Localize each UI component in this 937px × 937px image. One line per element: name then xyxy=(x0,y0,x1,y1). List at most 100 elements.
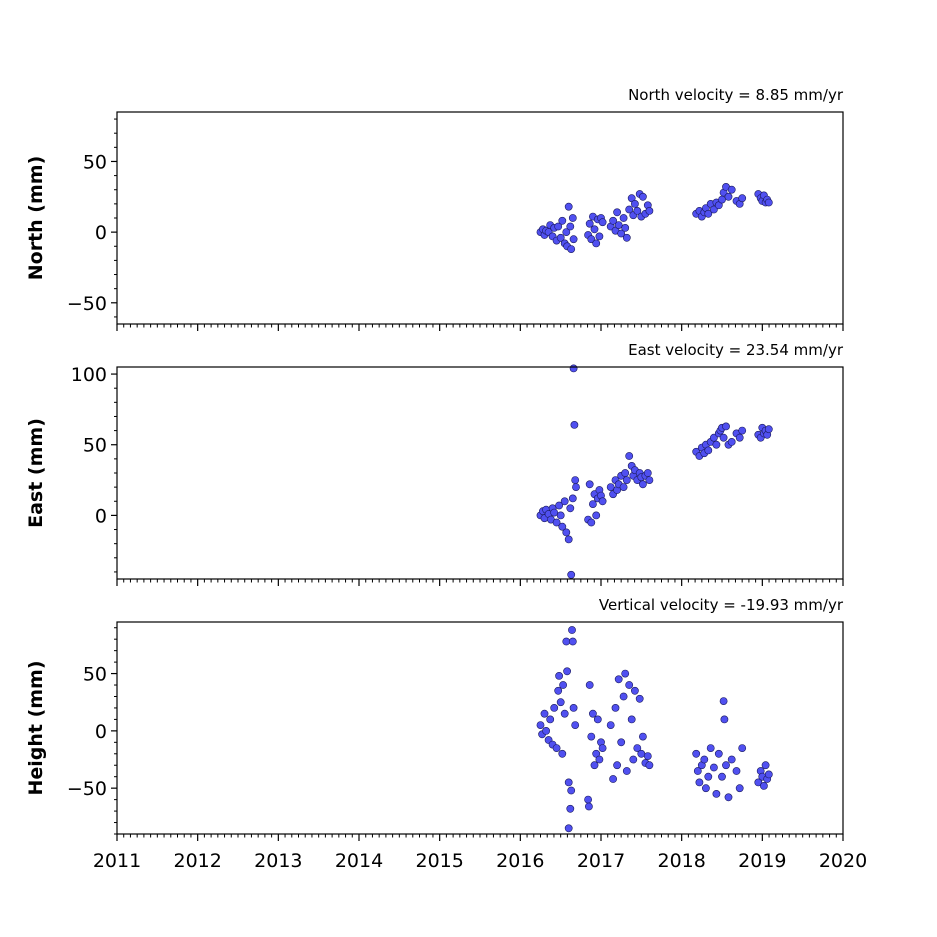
height-data-point xyxy=(645,761,654,770)
north-panel: North velocity = 8.85 mm/yr North (mm) 5… xyxy=(25,86,844,331)
height-data-point xyxy=(566,804,575,813)
xtick-label: 2017 xyxy=(577,850,625,872)
east-data-point xyxy=(606,483,615,491)
height-ylabel: Height (mm) xyxy=(25,660,47,795)
east-data-point xyxy=(556,511,565,520)
xtick-label: 2011 xyxy=(93,850,141,872)
east-data-point xyxy=(619,483,628,491)
xtick-label: 2014 xyxy=(335,850,383,872)
height-data-point xyxy=(700,755,709,764)
height-data-point xyxy=(627,715,636,724)
east-data-point xyxy=(587,518,596,527)
height-data-point xyxy=(629,755,638,764)
height-ytick-label: 0 xyxy=(95,721,107,743)
xtick-label: 2020 xyxy=(819,850,867,872)
height-data-point xyxy=(546,715,555,724)
east-data-point xyxy=(639,480,647,489)
east-data-point xyxy=(568,494,577,503)
north-data-point xyxy=(621,223,630,232)
north-data-point xyxy=(764,198,773,207)
height-data-point xyxy=(635,694,644,703)
east-panel: East velocity = 23.54 mm/yr East (mm) 10… xyxy=(25,341,844,586)
north-data-point xyxy=(566,222,575,231)
height-data-point xyxy=(562,637,571,646)
height-data-point xyxy=(710,763,718,772)
height-data-point xyxy=(563,667,571,676)
east-data-point xyxy=(719,433,728,442)
height-data-point xyxy=(761,761,770,770)
north-data-point xyxy=(587,235,596,244)
height-data-point xyxy=(692,749,701,758)
north-ytick-label: −50 xyxy=(67,293,107,315)
height-data-point xyxy=(718,772,726,781)
east-data-point xyxy=(569,364,578,373)
height-data-point xyxy=(564,824,573,833)
east-data-point xyxy=(572,483,580,491)
height-data-point xyxy=(606,721,615,729)
height-data-point xyxy=(727,755,736,764)
north-data-point xyxy=(556,233,565,242)
height-data-point xyxy=(760,782,768,790)
east-data-point xyxy=(585,480,594,489)
height-data-point xyxy=(554,686,563,695)
east-data-point xyxy=(570,420,579,429)
height-data-point xyxy=(732,767,741,775)
north-data-point xyxy=(617,229,626,238)
east-data-point xyxy=(704,446,713,455)
height-data-point xyxy=(555,672,563,680)
height-data-point xyxy=(621,669,630,678)
north-data-point xyxy=(567,245,576,253)
height-data-point xyxy=(706,744,715,752)
height-data-point xyxy=(567,786,576,795)
east-data-point xyxy=(710,433,718,442)
north-data-point xyxy=(585,219,594,228)
east-data-point xyxy=(555,501,563,510)
north-data-point xyxy=(625,205,634,214)
height-data-point xyxy=(540,709,549,718)
east-data-point xyxy=(558,522,567,531)
east-data-point xyxy=(764,425,773,434)
xtick-label: 2018 xyxy=(657,850,705,872)
east-data-point xyxy=(598,497,607,506)
east-data-point xyxy=(735,433,744,442)
height-data-point xyxy=(611,704,620,712)
east-data-point xyxy=(567,570,576,579)
east-data-point xyxy=(566,504,575,513)
north-data-point xyxy=(724,192,733,201)
height-data-point xyxy=(552,744,561,752)
north-data-point xyxy=(613,208,621,217)
north-ylabel: North (mm) xyxy=(25,156,47,281)
vertical-velocity-title: Vertical velocity = -19.93 mm/yr xyxy=(599,596,844,614)
east-data-point xyxy=(727,437,736,446)
xtick-label: 2019 xyxy=(738,850,786,872)
east-data-point xyxy=(560,497,569,506)
height-ytick-label: −50 xyxy=(67,778,107,800)
east-data-point xyxy=(622,476,631,484)
north-data-point xyxy=(718,195,726,204)
height-data-point xyxy=(704,772,713,781)
north-data-point xyxy=(631,199,639,208)
north-plot-frame xyxy=(116,111,844,325)
north-data-point xyxy=(590,225,599,234)
north-data-point xyxy=(639,192,647,201)
east-ytick-label: 100 xyxy=(71,364,107,386)
east-data-point xyxy=(550,508,559,517)
east-data-point xyxy=(592,511,601,520)
height-data-point xyxy=(593,715,602,724)
height-data-point xyxy=(617,738,626,747)
height-data-point xyxy=(738,744,747,752)
east-data-point xyxy=(645,476,654,484)
height-data-point xyxy=(625,681,634,689)
east-plot-frame xyxy=(116,366,844,580)
height-data-point xyxy=(631,686,639,695)
height-data-point xyxy=(587,732,596,741)
height-data-point xyxy=(695,778,704,787)
east-data-point xyxy=(562,528,571,537)
north-data-point xyxy=(562,228,571,236)
north-data-point xyxy=(558,216,567,225)
east-data-point xyxy=(625,452,634,460)
height-ytick-label: 50 xyxy=(83,664,107,686)
north-data-point xyxy=(704,209,713,218)
north-data-point xyxy=(738,194,747,203)
east-ytick-label: 0 xyxy=(95,505,107,527)
